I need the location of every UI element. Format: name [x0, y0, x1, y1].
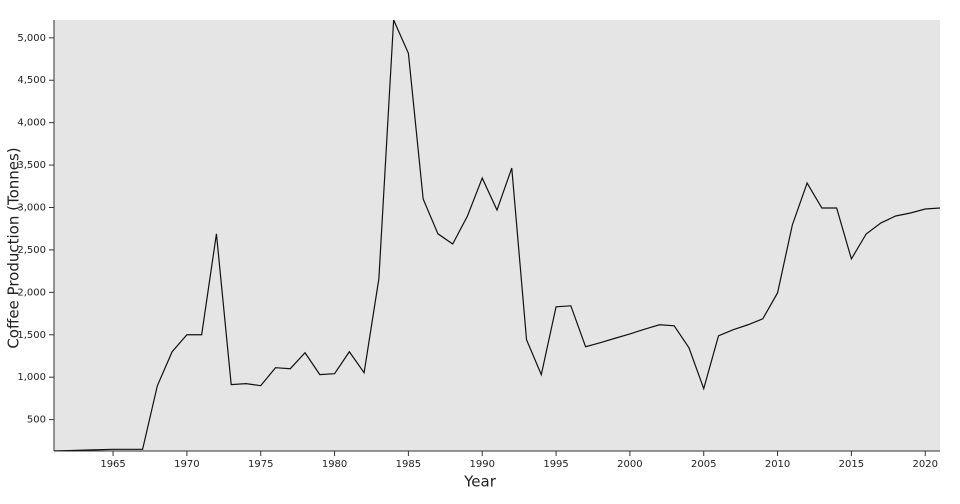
y-tick-label: 3,500	[17, 160, 46, 171]
y-tick-label: 1,500	[17, 330, 46, 341]
x-tick-label: 1970	[174, 459, 199, 470]
x-tick-label: 2010	[765, 459, 790, 470]
y-tick-label: 5,000	[17, 33, 46, 44]
y-tick-label: 500	[27, 415, 46, 426]
y-axis-title: Coffee Production (Tonnes)	[5, 147, 23, 348]
x-tick-label: 2020	[913, 459, 938, 470]
x-tick-label: 1965	[100, 459, 125, 470]
x-tick-label: 1995	[543, 459, 568, 470]
data-line	[54, 19, 940, 451]
y-tick-label: 4,500	[17, 75, 46, 86]
x-tick-label: 2015	[839, 459, 864, 470]
plot-background	[54, 20, 940, 451]
x-tick-label: 2000	[617, 459, 642, 470]
y-tick-label: 4,000	[17, 118, 46, 129]
x-axis-title: Year	[463, 473, 497, 491]
y-tick-label: 2,000	[17, 287, 46, 298]
y-tick-label: 3,000	[17, 203, 46, 214]
x-tick-label: 1975	[248, 459, 273, 470]
y-tick-label: 1,000	[17, 372, 46, 383]
x-tick-label: 1980	[322, 459, 347, 470]
x-tick-label: 2005	[691, 459, 716, 470]
y-tick-label: 2,500	[17, 245, 46, 256]
x-tick-label: 1985	[396, 459, 421, 470]
x-tick-label: 1990	[470, 459, 495, 470]
